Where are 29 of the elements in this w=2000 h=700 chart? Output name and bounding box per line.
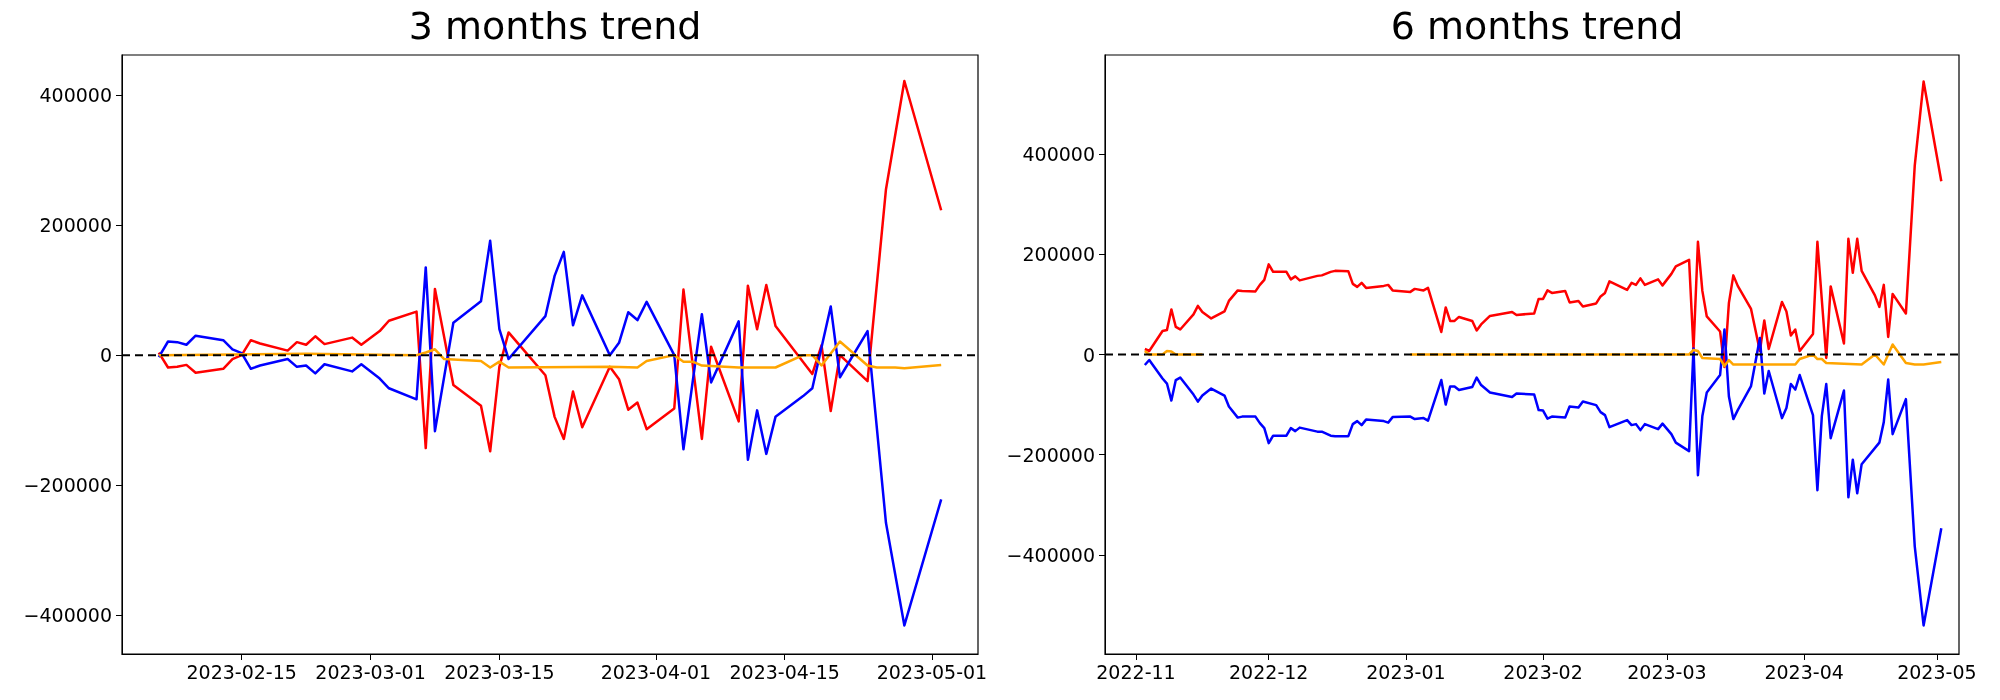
y-tick-label: −400000 [1006, 543, 1095, 566]
line-series [157, 239, 943, 627]
x-tick-label: 2022-12 [1229, 660, 1309, 683]
x-tick-label: 2023-03 [1627, 660, 1707, 683]
chart-title: 3 months trend [408, 4, 702, 48]
x-tick-label: 2023-04-01 [600, 660, 712, 683]
line-series [157, 79, 943, 453]
x-tick-label: 2023-04-15 [729, 660, 840, 683]
y-tick-label: −400000 [23, 604, 112, 627]
y-tick-label: 200000 [39, 214, 112, 237]
x-tick-label: 2022-11 [1096, 660, 1176, 683]
y-tick-label: 400000 [1022, 143, 1095, 166]
y-tick-label: 0 [99, 344, 112, 367]
x-tick-label: 2023-02-15 [186, 660, 297, 683]
x-tick-label: 2023-05-01 [876, 660, 988, 683]
y-tick-label: 400000 [39, 84, 112, 107]
x-tick-label: 2023-05 [1897, 660, 1977, 683]
y-tick-label: −200000 [1006, 443, 1095, 466]
x-tick-label: 2023-03-15 [444, 660, 555, 683]
y-tick-label: 200000 [1022, 243, 1095, 266]
y-tick-label: 0 [1082, 343, 1095, 366]
chart-title: 6 months trend [1390, 4, 1684, 48]
x-tick-label: 2023-02 [1503, 660, 1583, 683]
line-series [1143, 80, 1943, 369]
y-tick-label: −200000 [23, 474, 112, 497]
x-tick-label: 2023-03-01 [315, 660, 426, 683]
x-tick-label: 2023-04 [1764, 660, 1844, 683]
x-tick-label: 2023-01 [1366, 660, 1446, 683]
line-series [1143, 328, 1943, 627]
